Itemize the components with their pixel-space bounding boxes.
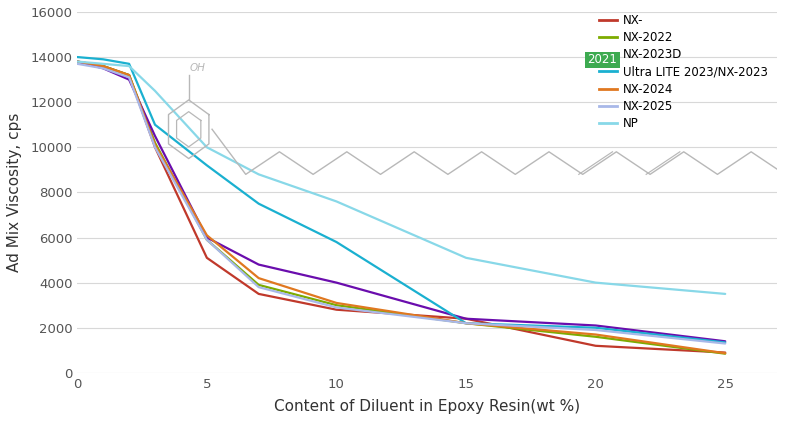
X-axis label: Content of Diluent in Epoxy Resin(wt %): Content of Diluent in Epoxy Resin(wt %) — [274, 399, 580, 414]
Legend: NX-, NX-2022, NX-2023D, Ultra LITE 2023/NX-2023, NX-2024, NX-2025, NP: NX-, NX-2022, NX-2023D, Ultra LITE 2023/… — [595, 11, 771, 133]
Text: OH: OH — [190, 63, 206, 73]
Y-axis label: Ad Mix Viscosity, cps: Ad Mix Viscosity, cps — [7, 113, 22, 272]
Text: 2021: 2021 — [587, 53, 618, 67]
